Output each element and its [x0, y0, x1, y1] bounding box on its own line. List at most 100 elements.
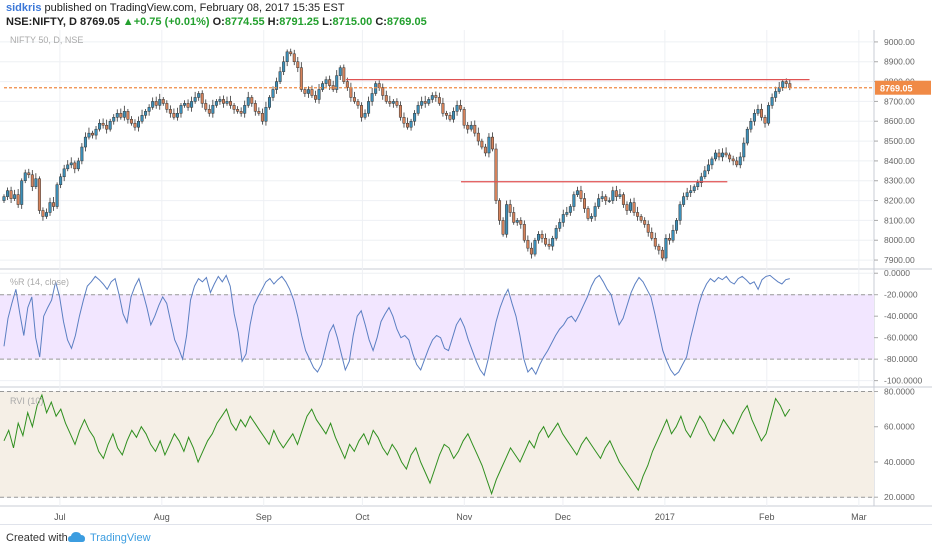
candle: [682, 196, 686, 205]
footer: Created with TradingView: [0, 524, 932, 551]
candle: [342, 67, 346, 82]
y-tick-label: 80.0000: [884, 387, 915, 397]
tradingview-brand-link[interactable]: TradingView: [90, 532, 151, 544]
chart-area[interactable]: Jul Aug Sep Oct Nov Dec 2017 Feb Mar 9000.00 8900.…: [0, 30, 932, 524]
candle: [186, 103, 190, 108]
candle: [490, 136, 494, 150]
candle: [529, 247, 533, 255]
candle: [703, 170, 707, 178]
candle: [296, 61, 300, 68]
candle: [13, 194, 17, 199]
y-tick-label: 8400.00: [884, 156, 915, 166]
candle: [352, 97, 356, 102]
candle: [593, 206, 597, 217]
open-value: 8774.55: [224, 16, 265, 28]
candle: [579, 190, 583, 199]
candle: [367, 101, 371, 114]
candle: [94, 128, 98, 136]
y-tick-label: -100.0000: [884, 376, 923, 386]
panel-title: NIFTY 50, D, NSE: [10, 35, 83, 45]
candle: [278, 71, 282, 82]
candle: [264, 107, 268, 122]
candle: [398, 105, 402, 118]
candle: [526, 239, 530, 249]
y-tick-label: -80.0000: [884, 354, 918, 364]
candle: [597, 198, 601, 207]
candle: [151, 101, 155, 108]
candle: [129, 119, 133, 124]
close-value: 8769.05: [386, 16, 427, 28]
candle: [667, 238, 671, 241]
candle: [98, 122, 102, 130]
candle: [717, 152, 721, 158]
candle: [20, 180, 24, 205]
candle: [536, 234, 540, 241]
candle: [568, 206, 572, 213]
y-tick-label: 8600.00: [884, 116, 915, 126]
candle: [639, 216, 643, 221]
candle: [324, 79, 328, 84]
last-price-marker: [875, 80, 931, 95]
candle: [62, 168, 66, 178]
candle: [781, 81, 785, 88]
candle: [752, 113, 756, 122]
candle: [423, 101, 427, 104]
candle: [455, 105, 459, 112]
candle: [137, 120, 140, 128]
candle: [282, 61, 286, 72]
candle: [653, 238, 657, 247]
candle: [377, 83, 381, 88]
candle: [483, 146, 487, 154]
candle: [388, 101, 392, 104]
candle: [23, 172, 27, 181]
x-tick-label: Mar: [851, 512, 867, 522]
candle: [600, 196, 604, 199]
y-tick-label: -60.0000: [884, 333, 918, 343]
candle: [498, 200, 502, 221]
candle: [239, 111, 243, 114]
candle: [260, 113, 264, 122]
panel-title: %R (14, close): [10, 277, 69, 287]
open-label: O:: [212, 16, 225, 28]
author-link[interactable]: sidkris: [6, 2, 42, 14]
candle: [533, 239, 537, 255]
candle: [197, 93, 201, 98]
x-tick-label: Nov: [456, 512, 473, 522]
y-tick-label: 8300.00: [884, 176, 915, 186]
candle: [246, 97, 250, 106]
candle: [310, 89, 314, 96]
candle: [657, 245, 661, 251]
candle: [105, 124, 109, 130]
candle: [402, 117, 406, 124]
y-tick-label: 8100.00: [884, 215, 915, 225]
candle: [59, 176, 63, 185]
x-tick-label: 2017: [655, 512, 675, 522]
candle: [370, 93, 374, 102]
high-value: 8791.25: [279, 16, 320, 28]
candle: [643, 220, 647, 225]
candle: [289, 51, 293, 55]
candle: [9, 190, 13, 199]
candle: [444, 113, 448, 116]
candle: [540, 234, 544, 239]
candle: [271, 89, 275, 98]
candle: [374, 83, 378, 94]
candle: [547, 243, 551, 247]
candle: [466, 124, 470, 130]
publish-line: sidkris published on TradingView.com, Fe…: [6, 2, 345, 14]
symbol-label: NSE:NIFTY, D: [6, 16, 77, 28]
candle: [126, 111, 130, 120]
created-with-label: Created with: [6, 532, 68, 544]
candle: [430, 95, 434, 100]
candle: [561, 214, 565, 223]
candle: [763, 117, 767, 124]
candle: [48, 202, 52, 213]
candle: [154, 101, 158, 106]
candle: [218, 99, 222, 102]
candle: [115, 113, 119, 118]
candle: [632, 202, 636, 213]
candle: [692, 186, 696, 191]
candle: [671, 230, 675, 241]
candle: [193, 97, 197, 102]
candle: [108, 120, 112, 130]
